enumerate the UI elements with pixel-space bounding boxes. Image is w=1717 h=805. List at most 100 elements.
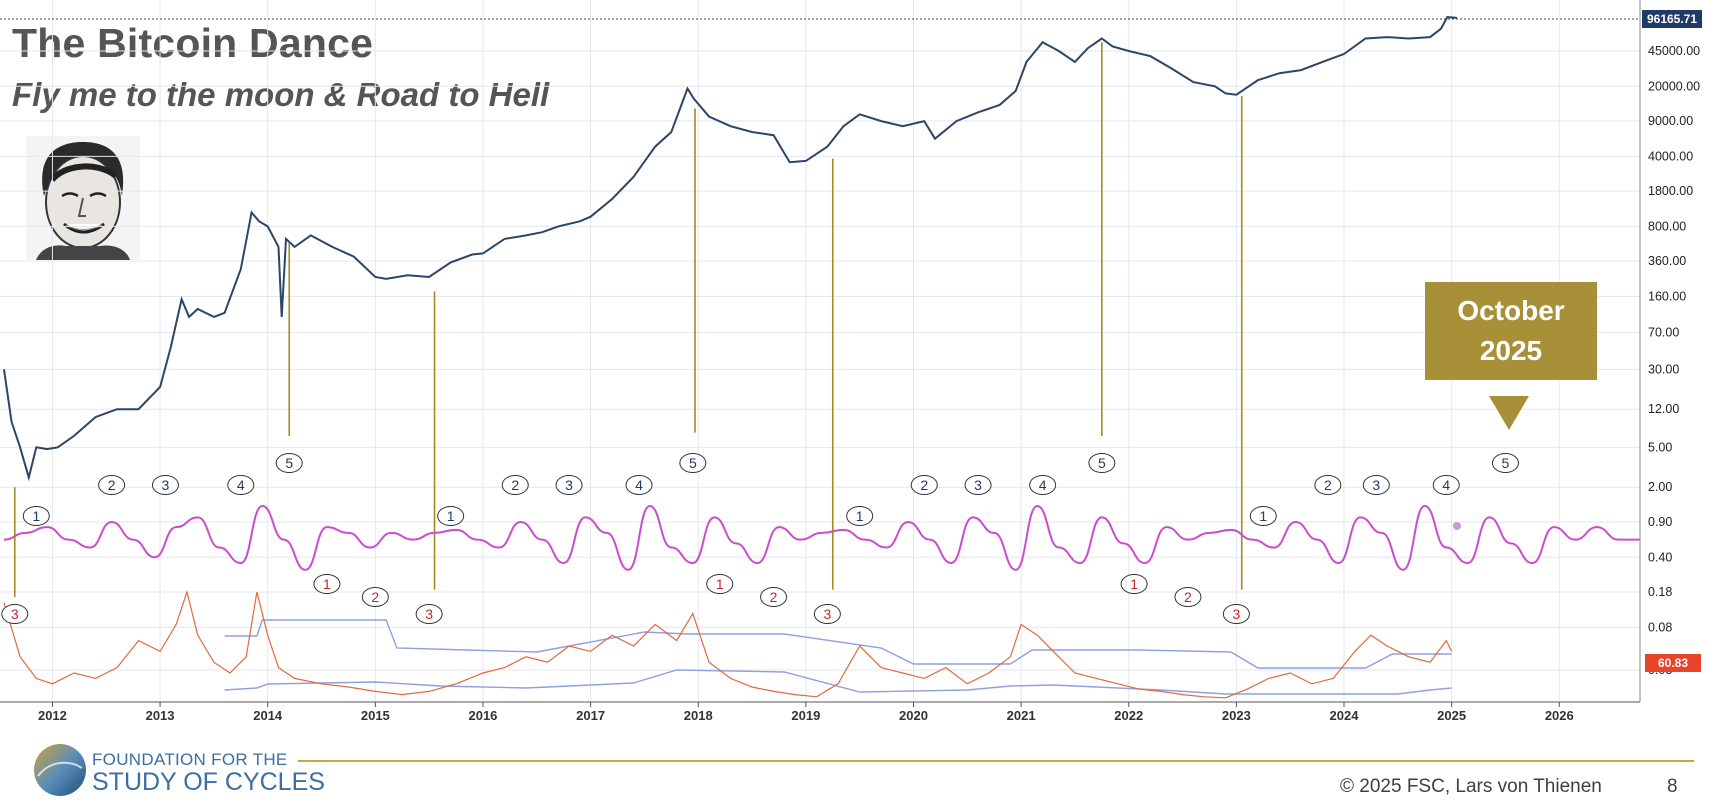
chart-subtitle: Fly me to the moon & Road to Hell (12, 76, 550, 113)
cycle-marker-label: 2 (770, 589, 778, 605)
cycle-marker-oval (1174, 587, 1202, 607)
cycle-marker-label: 2 (920, 477, 928, 493)
y-tick-label: 160.00 (1648, 289, 1686, 303)
x-tick-label: 2026 (1545, 708, 1574, 723)
cycle-marker-oval (760, 587, 788, 607)
cycle-marker: 3 (1, 604, 29, 624)
cycle-current-dot (1453, 521, 1462, 530)
fsc-logo-icon (34, 744, 86, 796)
cycle-marker: 3 (1222, 604, 1250, 624)
cycle-marker-label: 3 (1372, 477, 1380, 493)
cycle-marker-oval (1432, 475, 1460, 495)
cycle-marker-label: 5 (1502, 455, 1510, 471)
cycle-marker-label: 5 (1098, 455, 1106, 471)
cycle-marker: 2 (98, 475, 126, 495)
cycle-marker-oval (625, 475, 653, 495)
x-tick-label: 2025 (1437, 708, 1466, 723)
cycle-marker-oval (151, 475, 179, 495)
cycle-marker: 2 (361, 587, 389, 607)
cycle-marker: 3 (415, 604, 443, 624)
cycle-marker-oval (1029, 475, 1057, 495)
cycle-marker-oval (1, 604, 29, 624)
cycle-marker-oval (1249, 506, 1277, 526)
y-tick-label: 0.40 (1648, 550, 1672, 564)
cycle-marker: 4 (1432, 475, 1460, 495)
cycle-marker-oval (1362, 475, 1390, 495)
y-tick-label: 800.00 (1648, 219, 1686, 233)
cycle-marker: 4 (227, 475, 255, 495)
x-tick-label: 2014 (253, 708, 283, 723)
y-axis-ticks: 45000.00 20000.00 9000.00 4000.00 1800.00 800… (1648, 44, 1700, 677)
cycle-marker: 3 (151, 475, 179, 495)
cycle-marker-oval (555, 475, 583, 495)
cycle-marker: 3 (555, 475, 583, 495)
cycle-marker: 1 (846, 506, 874, 526)
y-tick-label: 30.00 (1648, 362, 1679, 376)
cycle-marker-label: 3 (823, 606, 831, 622)
price-last-value: 96165.71 (1642, 10, 1702, 28)
cycle-vertical-lines (13, 42, 1243, 598)
callout-year: 2025 (1479, 335, 1543, 366)
cycle-marker-label: 2 (1184, 589, 1192, 605)
callout-month: October (1457, 295, 1565, 326)
cycle-marker-oval (361, 587, 389, 607)
cycle-wave-line (3, 504, 1640, 571)
cycle-marker-oval (964, 475, 992, 495)
cycle-marker: 4 (625, 475, 653, 495)
cycle-marker-label: 2 (511, 477, 519, 493)
x-tick-label: 2023 (1222, 708, 1251, 723)
price-line (3, 16, 1458, 482)
cycle-marker-oval (1120, 574, 1148, 594)
cycle-marker-label: 1 (716, 576, 724, 592)
cycle-marker-label: 1 (1130, 576, 1138, 592)
cycle-marker-oval (679, 453, 707, 473)
cycle-marker-oval (846, 506, 874, 526)
cycle-marker: 1 (1249, 506, 1277, 526)
oscillator-bands (224, 619, 1452, 695)
cycle-marker-label: 3 (425, 606, 433, 622)
cycle-marker: 1 (706, 574, 734, 594)
cycle-marker: 1 (313, 574, 341, 594)
cycle-marker-label: 4 (237, 477, 245, 493)
x-tick-label: 2020 (899, 708, 928, 723)
cycle-marker-oval (1088, 453, 1116, 473)
cycle-marker-label: 1 (323, 576, 331, 592)
org-name-line2: STUDY OF CYCLES (92, 768, 325, 796)
cycle-marker-label: 1 (32, 508, 40, 524)
cycle-marker-label: 4 (635, 477, 643, 493)
cycle-marker-oval (706, 574, 734, 594)
x-axis-ticks: 2012 2013 2014 2015 2016 2017 2018 2019 2020 2021… (38, 702, 1574, 723)
cycle-marker: 5 (1088, 453, 1116, 473)
cycle-marker-label: 1 (1259, 508, 1267, 524)
cycle-marker-label: 2 (371, 589, 379, 605)
cycle-marker-oval (227, 475, 255, 495)
y-tick-label: 45000.00 (1648, 44, 1700, 58)
x-tick-label: 2012 (38, 708, 67, 723)
footer-divider (298, 760, 1694, 762)
y-tick-label: 1800.00 (1648, 184, 1693, 198)
cycle-marker-label: 3 (565, 477, 573, 493)
cycle-marker-oval (813, 604, 841, 624)
cycle-marker-oval (275, 453, 303, 473)
cycle-marker-label: 2 (1324, 477, 1332, 493)
x-tick-label: 2015 (361, 708, 390, 723)
cycle-marker-oval (501, 475, 529, 495)
cycle-marker: 5 (275, 453, 303, 473)
cycle-marker-oval (437, 506, 465, 526)
cycle-marker: 1 (437, 506, 465, 526)
cycle-marker: 3 (964, 475, 992, 495)
forecast-callout: October 2025 (1425, 282, 1597, 380)
callout-arrow-icon (1489, 396, 1529, 430)
oscillator-line (3, 589, 1453, 699)
cycle-marker-oval (313, 574, 341, 594)
cycle-marker-label: 1 (447, 508, 455, 524)
cycle-marker-oval (22, 506, 50, 526)
x-tick-label: 2017 (576, 708, 605, 723)
x-tick-label: 2019 (791, 708, 820, 723)
cycle-marker: 3 (813, 604, 841, 624)
cycle-marker: 2 (1314, 475, 1342, 495)
cycle-marker-label: 3 (162, 477, 170, 493)
cycle-marker-label: 5 (689, 455, 697, 471)
org-name-line1: FOUNDATION FOR THE (92, 750, 288, 769)
